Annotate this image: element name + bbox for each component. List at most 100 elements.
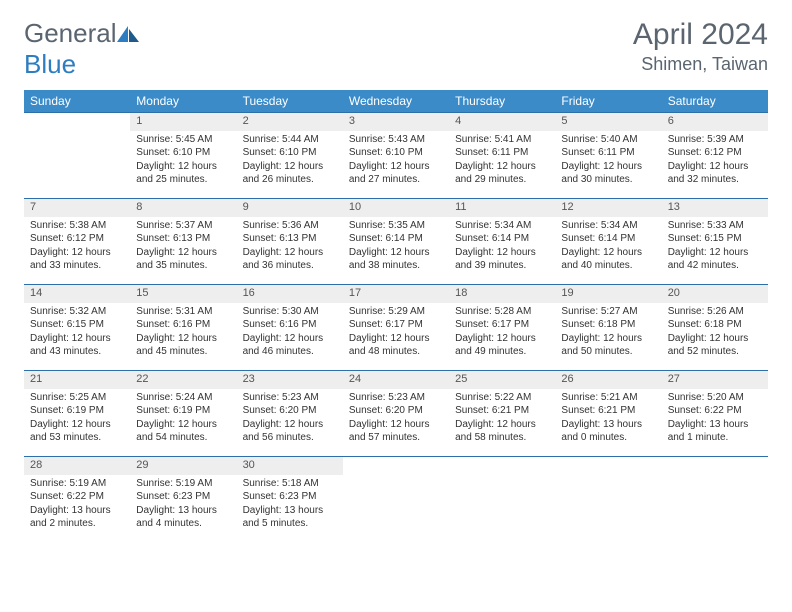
- day-cell: Sunrise: 5:18 AMSunset: 6:23 PMDaylight:…: [237, 475, 343, 543]
- content-row: Sunrise: 5:38 AMSunset: 6:12 PMDaylight:…: [24, 217, 768, 285]
- daylight-text: Daylight: 13 hours and 5 minutes.: [243, 504, 337, 531]
- daylight-text: Daylight: 12 hours and 33 minutes.: [30, 246, 124, 273]
- calendar-body: 123456Sunrise: 5:45 AMSunset: 6:10 PMDay…: [24, 113, 768, 543]
- sunset-text: Sunset: 6:19 PM: [136, 404, 230, 418]
- sunset-text: Sunset: 6:18 PM: [668, 318, 762, 332]
- day-number: 12: [555, 199, 661, 217]
- sunset-text: Sunset: 6:20 PM: [243, 404, 337, 418]
- sunset-text: Sunset: 6:17 PM: [455, 318, 549, 332]
- weekday-header: Thursday: [449, 90, 555, 113]
- daylight-text: Daylight: 12 hours and 52 minutes.: [668, 332, 762, 359]
- sunrise-text: Sunrise: 5:32 AM: [30, 305, 124, 319]
- sunrise-text: Sunrise: 5:40 AM: [561, 133, 655, 147]
- sunrise-text: Sunrise: 5:41 AM: [455, 133, 549, 147]
- daylight-text: Daylight: 12 hours and 40 minutes.: [561, 246, 655, 273]
- sunset-text: Sunset: 6:14 PM: [349, 232, 443, 246]
- location-label: Shimen, Taiwan: [633, 54, 768, 75]
- sunrise-text: Sunrise: 5:45 AM: [136, 133, 230, 147]
- weekday-header: Sunday: [24, 90, 130, 113]
- day-number: 24: [343, 371, 449, 389]
- day-number: 14: [24, 285, 130, 303]
- day-cell: Sunrise: 5:34 AMSunset: 6:14 PMDaylight:…: [555, 217, 661, 285]
- day-number: 13: [662, 199, 768, 217]
- day-cell: Sunrise: 5:41 AMSunset: 6:11 PMDaylight:…: [449, 131, 555, 199]
- day-cell: Sunrise: 5:35 AMSunset: 6:14 PMDaylight:…: [343, 217, 449, 285]
- day-number: [24, 113, 130, 131]
- sunset-text: Sunset: 6:18 PM: [561, 318, 655, 332]
- day-number: [555, 457, 661, 475]
- day-cell: Sunrise: 5:36 AMSunset: 6:13 PMDaylight:…: [237, 217, 343, 285]
- day-number: 19: [555, 285, 661, 303]
- day-number: 1: [130, 113, 236, 131]
- day-cell: Sunrise: 5:26 AMSunset: 6:18 PMDaylight:…: [662, 303, 768, 371]
- daylight-text: Daylight: 12 hours and 32 minutes.: [668, 160, 762, 187]
- daylight-text: Daylight: 12 hours and 25 minutes.: [136, 160, 230, 187]
- day-cell: Sunrise: 5:43 AMSunset: 6:10 PMDaylight:…: [343, 131, 449, 199]
- day-cell: Sunrise: 5:20 AMSunset: 6:22 PMDaylight:…: [662, 389, 768, 457]
- day-cell: [343, 475, 449, 543]
- day-cell: [449, 475, 555, 543]
- daylight-text: Daylight: 12 hours and 26 minutes.: [243, 160, 337, 187]
- content-row: Sunrise: 5:25 AMSunset: 6:19 PMDaylight:…: [24, 389, 768, 457]
- brand-text: GeneralBlue: [24, 18, 139, 80]
- sunrise-text: Sunrise: 5:19 AM: [30, 477, 124, 491]
- sunrise-text: Sunrise: 5:29 AM: [349, 305, 443, 319]
- day-number: 4: [449, 113, 555, 131]
- day-cell: Sunrise: 5:45 AMSunset: 6:10 PMDaylight:…: [130, 131, 236, 199]
- day-cell: Sunrise: 5:27 AMSunset: 6:18 PMDaylight:…: [555, 303, 661, 371]
- day-cell: Sunrise: 5:24 AMSunset: 6:19 PMDaylight:…: [130, 389, 236, 457]
- calendar-table: Sunday Monday Tuesday Wednesday Thursday…: [24, 90, 768, 543]
- sunrise-text: Sunrise: 5:19 AM: [136, 477, 230, 491]
- day-number: 27: [662, 371, 768, 389]
- sunrise-text: Sunrise: 5:23 AM: [349, 391, 443, 405]
- daylight-text: Daylight: 12 hours and 57 minutes.: [349, 418, 443, 445]
- daylight-text: Daylight: 12 hours and 36 minutes.: [243, 246, 337, 273]
- sunrise-text: Sunrise: 5:44 AM: [243, 133, 337, 147]
- day-cell: Sunrise: 5:19 AMSunset: 6:23 PMDaylight:…: [130, 475, 236, 543]
- sunset-text: Sunset: 6:16 PM: [243, 318, 337, 332]
- weekday-header: Wednesday: [343, 90, 449, 113]
- sunrise-text: Sunrise: 5:24 AM: [136, 391, 230, 405]
- daylight-text: Daylight: 12 hours and 35 minutes.: [136, 246, 230, 273]
- sunset-text: Sunset: 6:22 PM: [30, 490, 124, 504]
- sunset-text: Sunset: 6:22 PM: [668, 404, 762, 418]
- day-cell: Sunrise: 5:22 AMSunset: 6:21 PMDaylight:…: [449, 389, 555, 457]
- sunset-text: Sunset: 6:13 PM: [136, 232, 230, 246]
- day-cell: Sunrise: 5:33 AMSunset: 6:15 PMDaylight:…: [662, 217, 768, 285]
- weekday-header-row: Sunday Monday Tuesday Wednesday Thursday…: [24, 90, 768, 113]
- daylight-text: Daylight: 13 hours and 4 minutes.: [136, 504, 230, 531]
- sunrise-text: Sunrise: 5:39 AM: [668, 133, 762, 147]
- daylight-text: Daylight: 12 hours and 53 minutes.: [30, 418, 124, 445]
- sunrise-text: Sunrise: 5:43 AM: [349, 133, 443, 147]
- sunset-text: Sunset: 6:15 PM: [668, 232, 762, 246]
- day-number: 28: [24, 457, 130, 475]
- sunset-text: Sunset: 6:11 PM: [561, 146, 655, 160]
- day-number: 6: [662, 113, 768, 131]
- day-number: 10: [343, 199, 449, 217]
- sunset-text: Sunset: 6:14 PM: [561, 232, 655, 246]
- sunset-text: Sunset: 6:12 PM: [30, 232, 124, 246]
- day-cell: Sunrise: 5:39 AMSunset: 6:12 PMDaylight:…: [662, 131, 768, 199]
- day-cell: Sunrise: 5:29 AMSunset: 6:17 PMDaylight:…: [343, 303, 449, 371]
- daylight-text: Daylight: 12 hours and 29 minutes.: [455, 160, 549, 187]
- weekday-header: Friday: [555, 90, 661, 113]
- weekday-header: Monday: [130, 90, 236, 113]
- weekday-header: Saturday: [662, 90, 768, 113]
- daylight-text: Daylight: 12 hours and 39 minutes.: [455, 246, 549, 273]
- daynum-row: 14151617181920: [24, 285, 768, 303]
- sunrise-text: Sunrise: 5:38 AM: [30, 219, 124, 233]
- day-cell: Sunrise: 5:25 AMSunset: 6:19 PMDaylight:…: [24, 389, 130, 457]
- daylight-text: Daylight: 12 hours and 50 minutes.: [561, 332, 655, 359]
- daylight-text: Daylight: 13 hours and 2 minutes.: [30, 504, 124, 531]
- sunset-text: Sunset: 6:21 PM: [455, 404, 549, 418]
- daylight-text: Daylight: 12 hours and 45 minutes.: [136, 332, 230, 359]
- sunset-text: Sunset: 6:16 PM: [136, 318, 230, 332]
- daylight-text: Daylight: 12 hours and 27 minutes.: [349, 160, 443, 187]
- day-cell: Sunrise: 5:32 AMSunset: 6:15 PMDaylight:…: [24, 303, 130, 371]
- day-cell: [24, 131, 130, 199]
- day-cell: Sunrise: 5:30 AMSunset: 6:16 PMDaylight:…: [237, 303, 343, 371]
- sunset-text: Sunset: 6:10 PM: [243, 146, 337, 160]
- sunrise-text: Sunrise: 5:36 AM: [243, 219, 337, 233]
- content-row: Sunrise: 5:45 AMSunset: 6:10 PMDaylight:…: [24, 131, 768, 199]
- day-number: 23: [237, 371, 343, 389]
